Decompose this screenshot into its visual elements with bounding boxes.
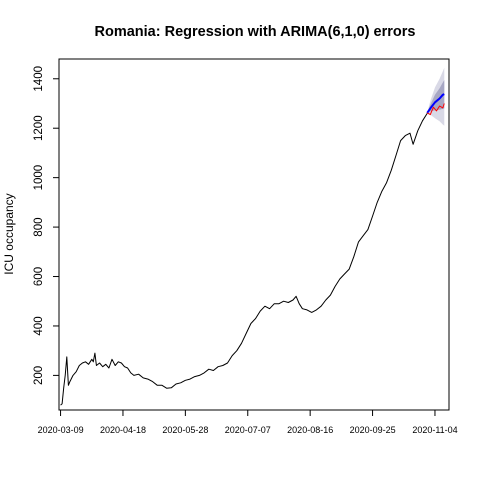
x-tick-label: 2020-09-25 [350,425,396,435]
interval-80-band [427,80,445,113]
y-tick-label: 600 [33,267,45,286]
series-line-forecast [426,93,445,114]
x-tick-label: 2020-03-09 [38,425,84,435]
y-tick-label: 200 [33,366,45,385]
y-tick-label: 1400 [33,66,45,92]
y-tick-label: 1200 [33,115,45,141]
x-tick-label: 2020-07-07 [225,425,271,435]
y-axis-label: ICU occupancy [2,193,16,274]
x-tick-label: 2020-08-16 [287,425,333,435]
series-line-actual [426,103,445,116]
series-lines [60,93,445,406]
x-tick-label: 2020-04-18 [100,425,146,435]
y-axis: 200 400 600 800 1000 1200 1400 [33,66,60,385]
plot-frame [58,58,450,411]
y-tick-label: 1000 [33,165,45,191]
y-tick-label: 400 [33,316,45,335]
x-tick-label: 2020-05-28 [162,425,208,435]
chart-title: Romania: Regression with ARIMA(6,1,0) er… [95,24,416,40]
y-tick-label: 800 [33,218,45,237]
x-axis: 2020-03-09 2020-04-18 2020-05-28 2020-07-07… [38,409,458,435]
series-line-observed [60,113,428,406]
x-tick-label: 2020-11-04 [412,425,457,435]
